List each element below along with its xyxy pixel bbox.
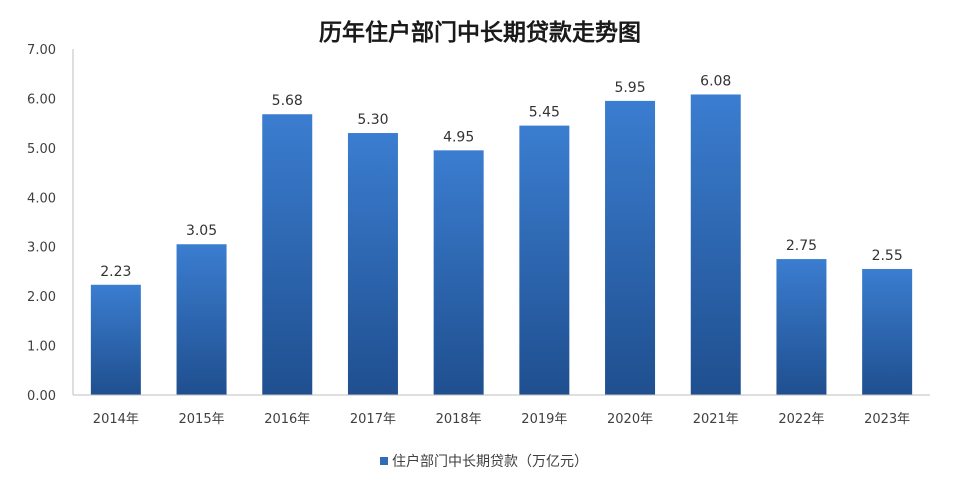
bar [90,284,141,395]
bar-value-label: 3.05 [186,223,217,239]
x-tick-label: 2016年 [264,412,310,427]
x-tick-label: 2015年 [179,412,225,427]
legend: 住户部门中长期贷款（万亿元） [380,453,588,470]
bar [862,268,913,395]
x-tick-label: 2017年 [350,412,396,427]
bar [347,133,398,395]
y-tick-label: 6.00 [27,92,56,107]
bar-value-label: 5.30 [357,112,388,128]
chart-title: 历年住户部门中长期贷款走势图 [319,19,641,46]
bar-value-label: 5.45 [529,105,560,121]
bar [690,94,741,395]
y-tick-label: 2.00 [27,290,56,305]
bar [176,244,227,395]
bar [519,125,570,395]
y-tick-label: 5.00 [27,142,56,157]
y-tick-label: 0.00 [27,389,56,404]
bar-value-label: 6.08 [700,73,731,89]
bars: 2.23 3.05 5.68 5.30 4.95 5.45 5.95 6.08 2.75 2.55 [90,73,913,396]
x-tick-label: 2021年 [693,412,739,427]
x-tick-label: 2018年 [436,412,482,427]
bar-value-label: 5.95 [614,80,645,96]
x-tick-label: 2019年 [521,412,567,427]
bar-value-label: 2.75 [786,238,817,254]
bar [433,150,484,395]
bar-value-label: 5.68 [272,93,303,109]
x-tick-label: 2022年 [778,412,824,427]
legend-label: 住户部门中长期贷款（万亿元） [392,453,588,470]
y-tick-label: 3.00 [27,241,56,256]
legend-swatch [380,457,388,465]
x-tick-label: 2020年 [607,412,653,427]
x-tick-label: 2023年 [864,412,910,427]
x-tick-label: 2014年 [93,412,139,427]
bar [776,259,827,395]
bar [262,114,313,395]
bar-value-label: 4.95 [443,129,474,145]
y-axis: 0.00 1.00 2.00 3.00 4.00 5.00 6.00 7.00 [27,43,74,404]
y-tick-label: 7.00 [27,43,56,58]
y-tick-label: 4.00 [27,191,56,206]
bar [605,100,656,396]
x-axis: 2014年 2015年 2016年 2017年 2018年 2019年 2020年 2021年… [73,394,930,427]
y-tick-label: 1.00 [27,340,56,355]
bar-value-label: 2.23 [100,264,131,280]
bar-value-label: 2.55 [872,248,903,264]
